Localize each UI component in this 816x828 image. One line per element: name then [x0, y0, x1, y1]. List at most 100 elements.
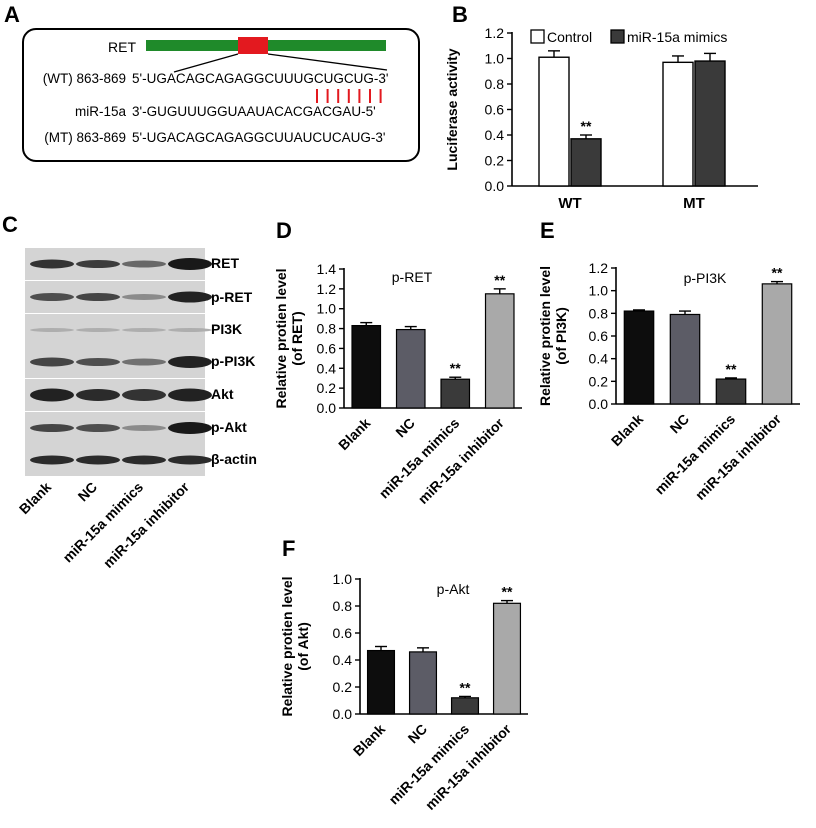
chart-b-luciferase: Luciferase activity Control miR-15a mimi… — [444, 25, 758, 212]
x-tick-label-nc: NC — [404, 721, 430, 747]
significance-marker: ** — [581, 118, 592, 134]
y-tick-label: 1.0 — [485, 51, 505, 67]
x-tick-label-nc: NC — [392, 415, 418, 441]
gene-schematic — [146, 37, 388, 103]
site-expansion-left — [173, 53, 239, 73]
bar-mir-15a-mimics — [440, 378, 471, 409]
mir-label: miR-15a — [74, 104, 126, 119]
significance-marker: ** — [494, 272, 505, 288]
blot-band — [168, 258, 212, 270]
blot-band — [122, 358, 166, 366]
y-tick-label: 0.4 — [333, 652, 353, 668]
y-axis-label: Relative protien level(of PI3K) — [538, 266, 569, 406]
chart-f-title: p-Akt — [437, 581, 470, 597]
legend-swatch-mimics — [610, 29, 625, 44]
blot-band — [168, 291, 212, 303]
y-tick-label: 1.2 — [589, 260, 609, 276]
chart-d-title: p-RET — [392, 269, 433, 285]
x-tick-label-mir-15a-mimics: miR-15a mimics — [651, 411, 738, 498]
panel-label-d: D — [276, 218, 292, 243]
y-tick-label: 1.2 — [485, 25, 505, 41]
legend-swatch-control — [530, 29, 545, 44]
y-tick-label: 1.0 — [333, 571, 353, 587]
blot-band — [76, 328, 120, 332]
x-tick-label-wt: WT — [558, 195, 581, 212]
chart-b-legend: Control miR-15a mimics — [530, 29, 727, 45]
x-tick-label-mir-15a-inhibitor: miR-15a inhibitor — [692, 410, 785, 503]
blot-band — [76, 358, 120, 366]
y-tick-label: 0.0 — [317, 400, 337, 416]
chart-d-p-ret: p-RET 0.0 0.2 0.4 0.6 0.8 1.0 1.2 1.4 Relative p… — [273, 261, 522, 507]
blot-band — [30, 388, 74, 402]
y-tick-label: 0.8 — [333, 598, 353, 614]
x-tick-label-nc: NC — [666, 411, 692, 437]
panel-label-a: A — [4, 2, 20, 27]
blot-band — [168, 328, 212, 332]
x-tick-label-blank: Blank — [608, 411, 646, 449]
blot-band — [30, 455, 74, 465]
blot-band — [168, 455, 212, 465]
blot-band — [76, 260, 120, 268]
lane-label-blank: Blank — [16, 479, 54, 517]
lane-label-mimics: miR-15a mimics — [59, 479, 146, 566]
y-tick-label: 0.0 — [485, 178, 505, 194]
blot-band — [76, 455, 120, 465]
panel-label-e: E — [540, 218, 555, 243]
blot-band — [30, 357, 74, 367]
blot-band — [122, 389, 166, 401]
blot-band — [122, 328, 166, 332]
significance-marker: ** — [502, 584, 513, 600]
x-tick-label-mt: MT — [683, 195, 705, 212]
y-tick-label: 0.2 — [317, 380, 337, 396]
bar-mir-15a-inhibitor — [761, 283, 793, 405]
blot-band — [168, 388, 212, 402]
lane-label-inhibitor: miR-15a inhibitor — [100, 478, 193, 571]
y-tick-label: 0.4 — [317, 360, 337, 376]
panel-label-b: B — [452, 2, 468, 27]
panel-label-c: C — [2, 212, 18, 237]
x-tick-label-mir-15a-inhibitor: miR-15a inhibitor — [415, 414, 508, 507]
binding-site-diagram: RET (WT) 863-869 5'-UGACAGCAGAGGCUUUGCUG… — [22, 28, 420, 162]
blot-band — [122, 455, 166, 465]
y-tick-label: 0.6 — [485, 102, 505, 118]
significance-marker: ** — [726, 361, 737, 377]
bar-nc — [395, 328, 426, 409]
y-tick-label: 1.4 — [317, 261, 337, 277]
y-tick-label: 1.2 — [317, 281, 337, 297]
blot-lane-labels: Blank NC miR-15a mimics miR-15a inhibito… — [16, 478, 193, 571]
chart-b-y-axis-label: Luciferase activity — [444, 48, 460, 170]
y-tick-label: 0.8 — [485, 76, 505, 92]
x-tick-label-mir-15a-mimics: miR-15a mimics — [376, 415, 463, 502]
legend-label-mimics: miR-15a mimics — [627, 29, 727, 45]
bar-blank — [623, 310, 655, 405]
wt-label: (WT) 863-869 — [42, 71, 126, 86]
mt-sequence: 5'-UGACAGCAGAGGCUUAUCUCAUG-3' — [132, 130, 386, 145]
blot-label-p-ret: p-RET — [211, 289, 253, 305]
bar-wt-control — [538, 56, 570, 187]
chart-e-title: p-PI3K — [684, 270, 727, 286]
blot-label-akt: Akt — [211, 386, 234, 402]
bar-blank — [351, 324, 382, 409]
blot-band — [76, 389, 120, 401]
mir-sequence: 3'-GUGUUUGGUAAUACACGACGAU-5' — [132, 104, 376, 119]
bar-mir-15a-inhibitor — [484, 293, 515, 409]
blot-label-p-akt: p-Akt — [211, 419, 247, 435]
y-tick-label: 0.4 — [485, 127, 505, 143]
bar-nc — [669, 313, 701, 405]
significance-marker: ** — [460, 679, 471, 695]
wt-sequence: 5'-UGACAGCAGAGGCUUUGCUGCUG-3' — [132, 71, 389, 86]
y-tick-label: 0.2 — [485, 153, 505, 169]
target-site — [238, 37, 268, 54]
y-tick-label: 1.0 — [317, 301, 337, 317]
blot-label-beta-actin: β-actin — [211, 451, 257, 467]
y-tick-label: 0.4 — [589, 351, 609, 367]
bar-wt-mir-15a-mimics — [570, 138, 602, 187]
blot-band — [30, 328, 74, 332]
bar-mt-mir-15a-mimics — [694, 60, 726, 187]
gene-name: RET — [108, 39, 136, 55]
bar-nc — [408, 651, 438, 715]
bar-mir-15a-inhibitor — [492, 602, 522, 715]
blot-band — [122, 294, 166, 300]
base-pairing-lines — [316, 89, 382, 103]
